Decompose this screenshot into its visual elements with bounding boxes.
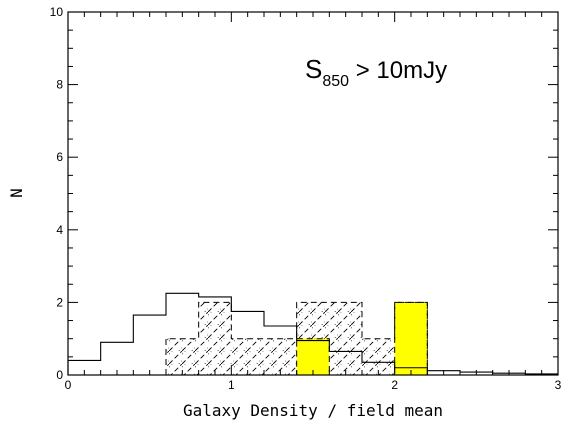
flux-threshold-annotation: S850 > 10mJy: [305, 54, 447, 90]
solid-series-line: [67, 292, 559, 375]
hatched-bar: [264, 338, 297, 375]
yellow-bar: [296, 338, 330, 375]
hatched-bar: [329, 302, 362, 375]
x-tick-label: 1: [228, 378, 235, 392]
bars-layer: [166, 302, 428, 375]
hatched-bar: [166, 338, 199, 375]
yellow-bar: [394, 302, 428, 375]
y-axis-label: N: [7, 188, 26, 198]
x-tick-label: 0: [65, 378, 72, 392]
annotation-subscript: 850: [322, 73, 349, 90]
y-tick-label: 6: [56, 150, 63, 164]
y-tick-label: 0: [56, 368, 63, 382]
ticks-layer: [67, 11, 559, 376]
y-tick-label: 8: [56, 78, 63, 92]
x-axis-label: Galaxy Density / field mean: [183, 401, 443, 420]
hatched-bar: [198, 302, 232, 375]
x-tick-label: 2: [391, 378, 398, 392]
y-tick-label: 10: [50, 5, 64, 19]
x-tick-label: 3: [555, 378, 562, 392]
annotation-symbol: S: [305, 54, 322, 84]
hatched-bar: [362, 338, 395, 375]
y-tick-label: 2: [56, 295, 63, 309]
tick-labels-layer: 0 1 2 3 0 2 4 6 8 10: [50, 5, 562, 392]
y-tick-label: 4: [56, 223, 63, 237]
hatched-bar: [231, 338, 264, 375]
annotation-condition: > 10mJy: [349, 57, 447, 84]
